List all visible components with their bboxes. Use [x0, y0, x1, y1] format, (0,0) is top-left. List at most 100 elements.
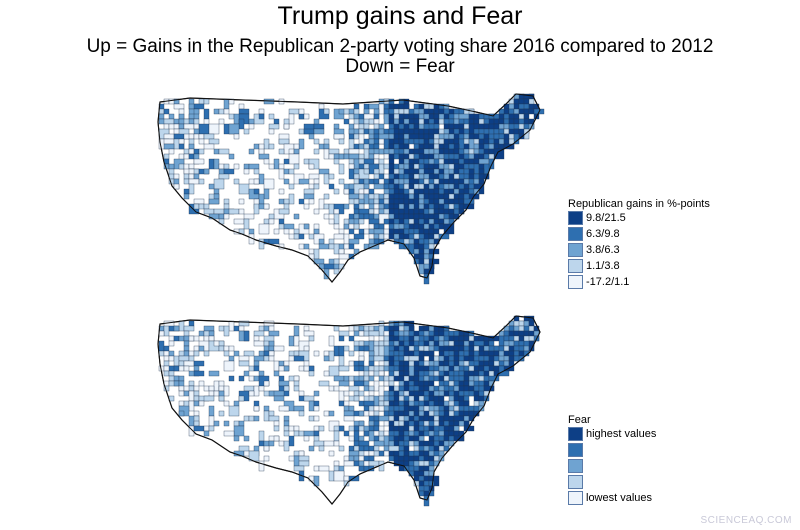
county-area — [343, 415, 355, 422]
county-area — [178, 385, 185, 392]
county-area — [303, 325, 310, 332]
county-area — [378, 370, 385, 377]
county-area — [268, 415, 280, 422]
county-area — [363, 168, 370, 175]
county-area — [223, 98, 230, 110]
county-area — [433, 153, 440, 160]
county-area — [418, 420, 425, 427]
county-area — [373, 183, 385, 190]
county-area — [383, 198, 390, 205]
county-area — [258, 173, 265, 185]
county-area — [408, 133, 420, 140]
county-area — [353, 213, 360, 220]
county-area — [258, 238, 265, 250]
county-area — [463, 133, 470, 140]
county-area — [353, 390, 360, 397]
county-area — [428, 460, 435, 467]
county-area — [408, 163, 415, 170]
county-area — [218, 213, 225, 220]
county-area — [213, 158, 220, 170]
county-area — [333, 268, 340, 275]
county-area — [413, 385, 420, 392]
county-area — [413, 168, 420, 175]
county-area — [173, 173, 180, 180]
county-area — [353, 208, 360, 215]
county-area — [443, 445, 450, 452]
county-area — [418, 395, 425, 402]
county-area — [513, 103, 520, 110]
county-area — [208, 415, 215, 427]
county-area — [448, 148, 455, 155]
county-area — [438, 360, 445, 367]
county-area — [263, 203, 270, 210]
county-area — [463, 163, 470, 170]
county-area — [283, 385, 290, 392]
county-area — [253, 340, 265, 347]
county-area — [423, 415, 430, 422]
county-area — [348, 450, 360, 457]
county-area — [408, 218, 415, 225]
county-area — [428, 148, 435, 155]
county-area — [343, 188, 350, 195]
county-area — [478, 178, 485, 185]
county-area — [378, 103, 385, 115]
county-area — [313, 465, 320, 472]
county-area — [423, 480, 430, 487]
county-area — [333, 460, 340, 467]
county-area — [453, 370, 460, 377]
county-area — [393, 138, 400, 145]
county-area — [423, 420, 430, 427]
county-area — [293, 465, 305, 472]
chart-subtitle-line1: Up = Gains in the Republican 2-party vot… — [86, 36, 714, 57]
county-area — [223, 325, 230, 337]
county-area — [318, 425, 325, 432]
county-area — [403, 138, 410, 145]
county-area — [443, 370, 450, 377]
county-area — [373, 238, 380, 245]
county-area — [393, 320, 400, 327]
county-area — [178, 355, 190, 362]
county-area — [223, 163, 230, 170]
county-area — [458, 370, 465, 377]
county-area — [398, 113, 405, 120]
county-area — [343, 118, 350, 125]
county-area — [183, 345, 190, 352]
county-area — [418, 208, 425, 215]
county-area — [293, 380, 300, 387]
county-area — [483, 128, 490, 135]
county-area — [408, 455, 415, 462]
county-area — [218, 385, 225, 392]
county-area — [288, 108, 300, 115]
county-area — [423, 203, 430, 210]
county-area — [383, 153, 390, 160]
county-area — [293, 385, 300, 392]
county-area — [163, 133, 175, 140]
county-area — [373, 420, 380, 427]
county-area — [363, 330, 370, 337]
county-area — [418, 188, 425, 195]
county-area — [183, 360, 195, 367]
county-area — [433, 183, 440, 190]
county-area — [343, 400, 350, 407]
county-area — [348, 108, 355, 115]
county-area — [268, 163, 275, 170]
county-area — [223, 198, 230, 205]
county-area — [433, 405, 440, 412]
county-area — [388, 203, 395, 210]
county-area — [458, 198, 465, 205]
chart-title: Trump gains and Fear — [277, 2, 523, 30]
county-area — [418, 430, 425, 437]
county-area — [503, 113, 510, 120]
county-area — [438, 118, 445, 125]
county-area — [503, 138, 510, 145]
county-area — [288, 148, 295, 155]
county-area — [318, 103, 325, 110]
county-area — [503, 335, 510, 342]
county-area — [438, 350, 445, 357]
county-area — [418, 133, 425, 140]
county-area — [223, 400, 230, 407]
county-area — [398, 198, 405, 205]
county-area — [163, 350, 170, 357]
county-area — [398, 400, 405, 407]
county-area — [243, 218, 250, 230]
